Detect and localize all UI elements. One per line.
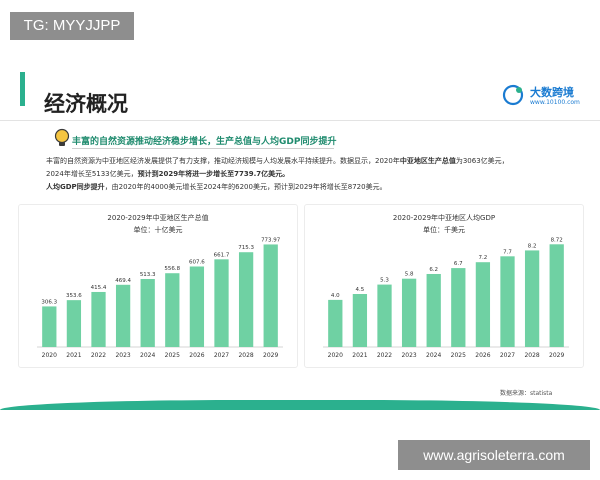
watermark: www.agrisoleterra.com xyxy=(398,440,590,470)
data-source: 数据来源：statista xyxy=(500,390,553,397)
headline-underline xyxy=(72,148,334,149)
data-label-2023: 469.4 xyxy=(115,278,131,284)
lightbulb-icon xyxy=(54,128,70,146)
logo-name: 大数跨境 xyxy=(530,86,574,99)
tick-label-2022: 2022 xyxy=(91,352,106,359)
bar-2023 xyxy=(401,278,417,347)
footer-band xyxy=(0,400,600,410)
tick-label-2020: 2020 xyxy=(328,352,343,359)
para-text-4: ，由2020年的4000美元增长至2024年的6200美元，预计到2029年将增… xyxy=(104,183,387,191)
tick-label-2024: 2024 xyxy=(140,352,155,359)
bar-2021 xyxy=(352,294,368,347)
data-label-2024: 6.2 xyxy=(429,267,438,273)
para-bold-1: 中亚地区生产总值 xyxy=(399,157,456,165)
page-title: 经济概况 xyxy=(44,92,128,116)
chart-unit-gdp-per-capita: 单位：千美元 xyxy=(423,226,465,234)
header-divider xyxy=(0,120,600,121)
tick-label-2028: 2028 xyxy=(238,352,253,359)
headline: 丰富的自然资源推动经济稳步增长，生产总值与人均GDP同步提升 xyxy=(72,137,337,147)
para-text-1: 丰富的自然资源为中亚地区经济发展提供了有力支撑，推动经济规模与人均发展水平持续提… xyxy=(46,157,400,165)
tick-label-2029: 2029 xyxy=(549,352,564,359)
tick-label-2028: 2028 xyxy=(524,352,539,359)
tick-label-2029: 2029 xyxy=(263,352,278,359)
tick-label-2023: 2023 xyxy=(401,352,416,359)
bar-2022 xyxy=(91,291,106,347)
bar-2028 xyxy=(524,250,540,347)
title-accent-bar xyxy=(20,72,25,106)
tick-label-2025: 2025 xyxy=(165,352,180,359)
chart-gdp-per-capita: 4.0 2020 4.5 2021 5.3 2022 5.8 2023 6.2 2024 6.7 20… xyxy=(323,237,569,359)
chart-panel-gdp-per-capita: 2020-2029年中亚地区人均GDP 单位：千美元 4.0 2020 4.5 202… xyxy=(304,204,584,368)
para-text-3: 2024年增长至5133亿美元， xyxy=(46,170,138,178)
bar-2025 xyxy=(451,268,466,347)
tick-label-2024: 2024 xyxy=(426,352,441,359)
data-label-2020: 306.3 xyxy=(41,299,57,305)
tag-label: TG: MYYJJPP xyxy=(10,12,134,40)
data-label-2021: 353.6 xyxy=(66,293,82,299)
bar-2029 xyxy=(549,244,564,347)
bar-2026 xyxy=(475,262,491,347)
data-label-2028: 8.2 xyxy=(528,243,537,249)
data-label-2027: 661.7 xyxy=(214,252,230,258)
data-label-2022: 5.3 xyxy=(380,278,389,284)
description-paragraph: 丰富的自然资源为中亚地区经济发展提供了有力支撑，推动经济规模与人均发展水平持续提… xyxy=(46,155,586,194)
bar-2020 xyxy=(328,299,343,347)
slide: 经济概况 大数跨境 www.10100.com 丰富的自然资源推动经济稳步增长，… xyxy=(0,60,600,410)
data-label-2029: 8.72 xyxy=(551,237,563,243)
chart-unit-gdp: 单位：十亿美元 xyxy=(133,226,183,234)
data-label-2020: 4.0 xyxy=(331,293,340,299)
data-label-2021: 4.5 xyxy=(356,287,365,293)
bar-2020 xyxy=(42,306,57,347)
data-label-2026: 607.6 xyxy=(189,259,205,265)
bar-2027 xyxy=(500,256,515,347)
bar-2029 xyxy=(263,244,278,347)
data-label-2028: 715.3 xyxy=(238,245,254,251)
data-label-2024: 513.3 xyxy=(140,272,156,278)
bar-2023 xyxy=(115,284,131,347)
para-text-2: 为3063亿美元， xyxy=(455,157,509,165)
bar-2027 xyxy=(214,259,229,347)
bar-2021 xyxy=(66,300,82,347)
chart-panel-gdp: 2020-2029年中亚地区生产总值 单位：十亿美元 306.3 2020 353.… xyxy=(18,204,298,368)
bar-2024 xyxy=(426,273,441,347)
data-label-2023: 5.8 xyxy=(405,272,414,278)
tick-label-2027: 2027 xyxy=(500,352,515,359)
tick-label-2020: 2020 xyxy=(42,352,57,359)
bar-2028 xyxy=(238,252,254,347)
tick-label-2027: 2027 xyxy=(214,352,229,359)
tick-label-2021: 2021 xyxy=(352,352,367,359)
logo-icon xyxy=(502,84,524,106)
data-label-2025: 6.7 xyxy=(454,261,463,267)
tick-label-2023: 2023 xyxy=(115,352,130,359)
bar-2026 xyxy=(189,266,205,347)
tick-label-2026: 2026 xyxy=(189,352,204,359)
data-label-2025: 556.8 xyxy=(164,266,180,272)
data-label-2026: 7.2 xyxy=(479,255,488,261)
chart-gdp: 306.3 2020 353.6 2021 415.4 2022 469.4 2023 513.… xyxy=(37,237,283,359)
data-label-2022: 415.4 xyxy=(91,285,107,291)
tick-label-2025: 2025 xyxy=(451,352,466,359)
para-bold-2: 预计到2029年将进一步增长至7739.7亿美元。 xyxy=(137,170,290,178)
chart-title-gdp: 2020-2029年中亚地区生产总值 xyxy=(107,214,209,222)
data-label-2029: 773.97 xyxy=(261,237,281,243)
bar-2024 xyxy=(140,278,155,347)
chart-title-gdp-per-capita: 2020-2029年中亚地区人均GDP xyxy=(392,214,496,222)
para-bold-3: 人均GDP同步提升 xyxy=(46,183,105,191)
tick-label-2021: 2021 xyxy=(66,352,81,359)
tick-label-2026: 2026 xyxy=(475,352,490,359)
bar-2022 xyxy=(377,284,392,347)
logo-url: www.10100.com xyxy=(530,99,580,106)
data-label-2027: 7.7 xyxy=(503,249,512,255)
bar-2025 xyxy=(165,273,180,347)
tick-label-2022: 2022 xyxy=(377,352,392,359)
